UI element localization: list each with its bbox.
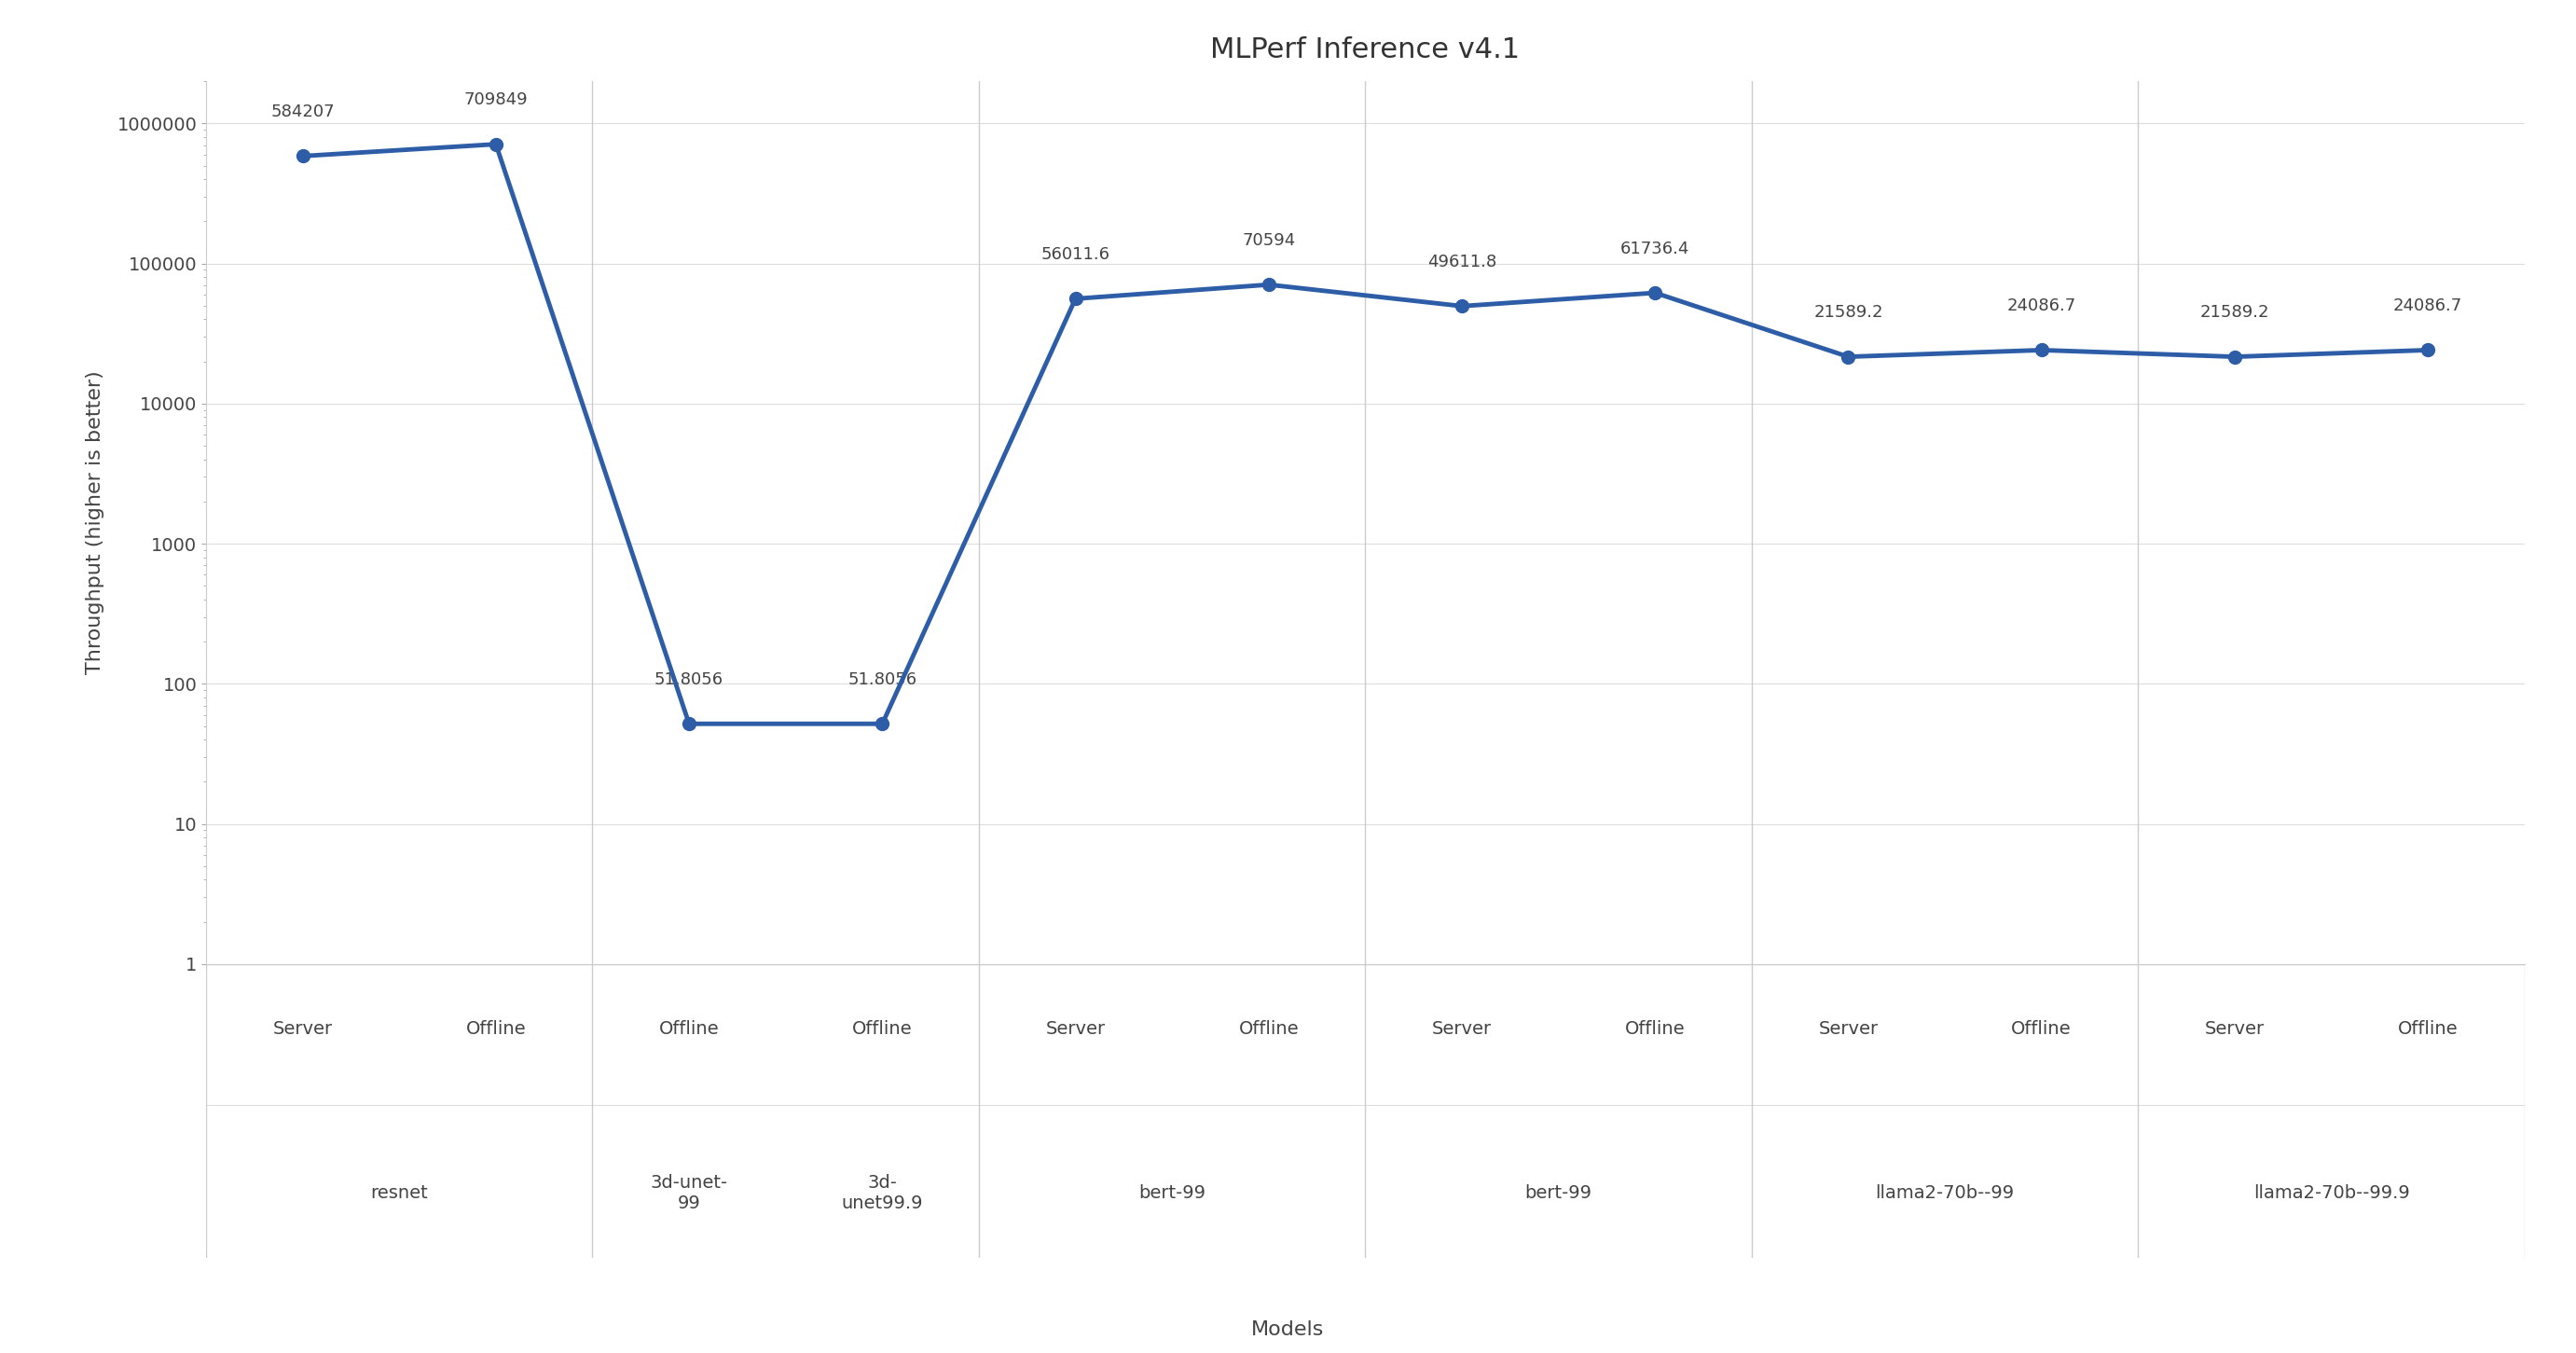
Text: llama2-70b--99: llama2-70b--99 bbox=[1875, 1185, 2014, 1203]
Text: llama2-70b--99.9: llama2-70b--99.9 bbox=[2254, 1185, 2409, 1203]
Text: 24086.7: 24086.7 bbox=[2393, 298, 2463, 314]
Text: Server: Server bbox=[1819, 1020, 1878, 1038]
Text: Offline: Offline bbox=[466, 1020, 526, 1038]
Text: 3d-unet-
99: 3d-unet- 99 bbox=[649, 1174, 729, 1212]
Text: 3d-
unet99.9: 3d- unet99.9 bbox=[842, 1174, 922, 1212]
Text: 24086.7: 24086.7 bbox=[2007, 298, 2076, 314]
Text: Offline: Offline bbox=[659, 1020, 719, 1038]
Text: bert-99: bert-99 bbox=[1139, 1185, 1206, 1203]
Text: 21589.2: 21589.2 bbox=[1814, 304, 1883, 321]
Text: resnet: resnet bbox=[371, 1185, 428, 1203]
Text: Offline: Offline bbox=[1239, 1020, 1298, 1038]
Text: bert-99: bert-99 bbox=[1525, 1185, 1592, 1203]
Text: Offline: Offline bbox=[2398, 1020, 2458, 1038]
Text: 51.8056: 51.8056 bbox=[848, 671, 917, 689]
Text: Server: Server bbox=[1432, 1020, 1492, 1038]
Text: 56011.6: 56011.6 bbox=[1041, 246, 1110, 262]
Text: Offline: Offline bbox=[1625, 1020, 1685, 1038]
Text: 49611.8: 49611.8 bbox=[1427, 253, 1497, 271]
Title: MLPerf Inference v4.1: MLPerf Inference v4.1 bbox=[1211, 37, 1520, 64]
Text: Server: Server bbox=[273, 1020, 332, 1038]
Text: 51.8056: 51.8056 bbox=[654, 671, 724, 689]
Text: Server: Server bbox=[2205, 1020, 2264, 1038]
Y-axis label: Throughput (higher is better): Throughput (higher is better) bbox=[85, 371, 103, 675]
Text: 709849: 709849 bbox=[464, 92, 528, 108]
Text: 61736.4: 61736.4 bbox=[1620, 241, 1690, 257]
Text: 70594: 70594 bbox=[1242, 233, 1296, 249]
Text: Models: Models bbox=[1252, 1321, 1324, 1339]
Text: 584207: 584207 bbox=[270, 104, 335, 120]
Text: Server: Server bbox=[1046, 1020, 1105, 1038]
Text: 21589.2: 21589.2 bbox=[2200, 304, 2269, 321]
Text: Offline: Offline bbox=[853, 1020, 912, 1038]
Text: Offline: Offline bbox=[2012, 1020, 2071, 1038]
